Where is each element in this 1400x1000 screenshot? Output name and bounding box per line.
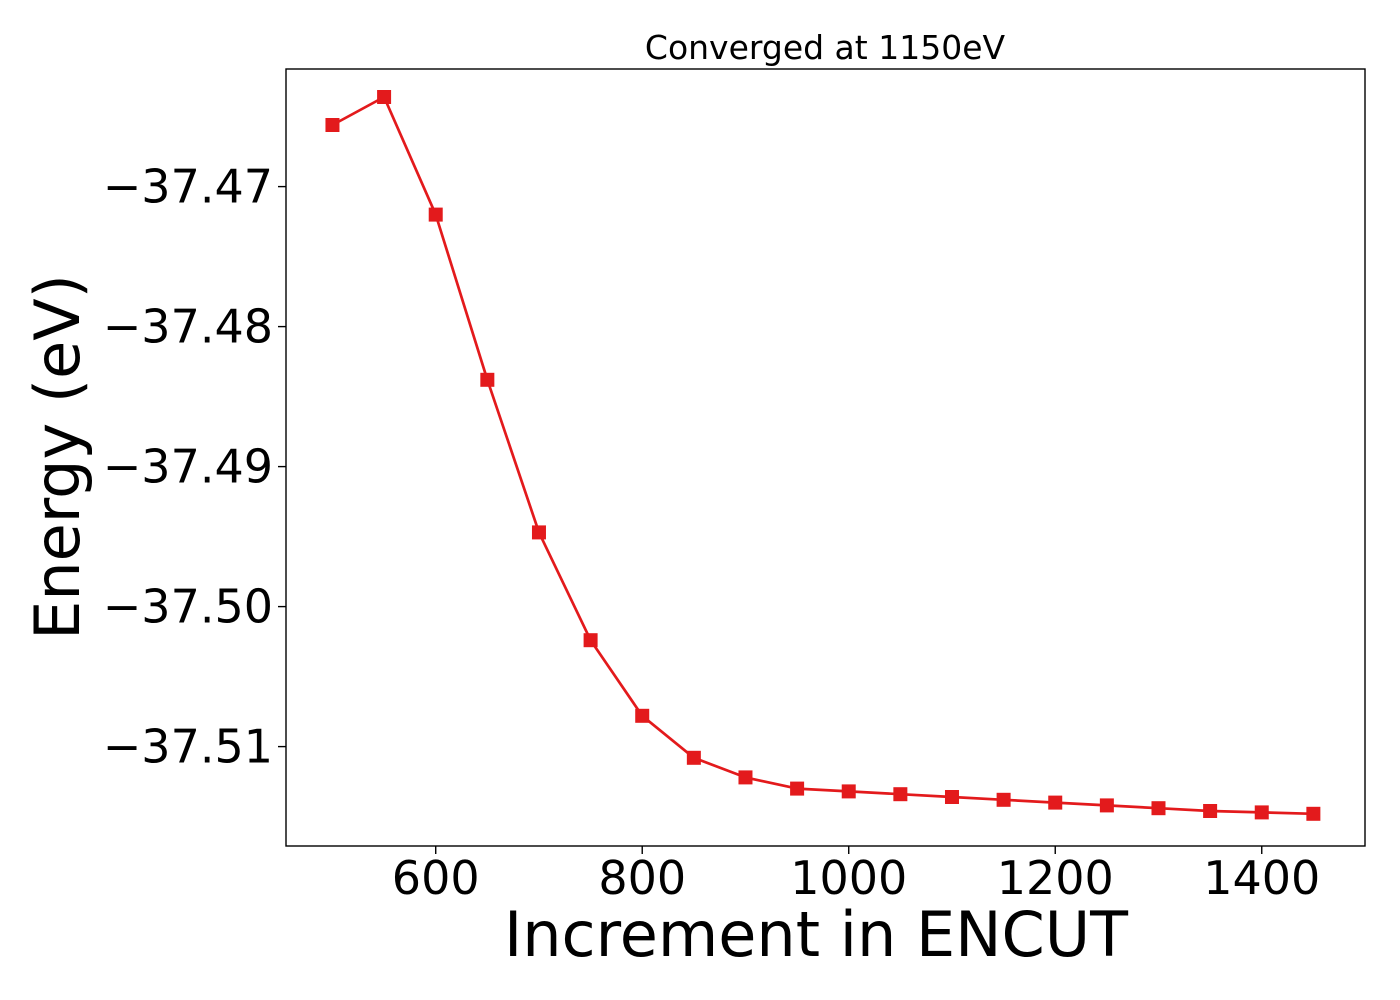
data-point-marker xyxy=(893,787,908,802)
data-point-marker xyxy=(480,372,495,387)
data-point-marker xyxy=(686,750,701,765)
y-tick-label: −37.50 xyxy=(103,580,273,634)
data-point-marker xyxy=(1254,805,1269,820)
data-point-marker xyxy=(738,770,753,785)
y-tick-label: −37.47 xyxy=(103,160,273,214)
data-point-marker xyxy=(377,90,392,104)
data-point-marker xyxy=(635,708,650,723)
y-axis-label: Energy (eV) xyxy=(21,274,94,640)
x-tick-label: 1200 xyxy=(997,851,1114,905)
data-point-marker xyxy=(1048,795,1063,810)
x-tick-label: 800 xyxy=(598,851,686,905)
data-point-marker xyxy=(583,633,598,648)
x-axis-label: Increment in ENCUT xyxy=(504,898,1129,971)
data-point-marker xyxy=(1203,804,1218,818)
energy-series-line xyxy=(331,95,1314,816)
data-point-marker xyxy=(841,784,856,799)
data-point-marker xyxy=(1306,806,1321,821)
data-point-marker xyxy=(531,525,546,540)
data-point-marker xyxy=(790,781,805,796)
data-point-marker xyxy=(996,792,1011,807)
data-point-marker xyxy=(1099,798,1114,813)
chart-title: Converged at 1150eV xyxy=(645,28,1006,67)
plot-area-frame xyxy=(285,68,1366,847)
energy-series-markers xyxy=(325,90,1321,821)
x-tick-label: 1400 xyxy=(1203,851,1320,905)
data-point-marker xyxy=(944,790,959,804)
y-tick-label: −37.51 xyxy=(103,720,273,774)
x-axis-ticks: 600 800 1000 1200 1400 xyxy=(392,846,1320,905)
x-tick-label: 600 xyxy=(392,851,480,905)
y-axis-ticks: −37.47 −37.48 −37.49 −37.50 −37.51 xyxy=(103,160,286,774)
data-point-marker xyxy=(1151,801,1166,816)
y-tick-label: −37.49 xyxy=(103,440,273,494)
data-point-marker xyxy=(428,207,443,222)
x-tick-label: 1000 xyxy=(790,851,907,905)
y-tick-label: −37.48 xyxy=(103,300,273,354)
data-point-marker xyxy=(325,118,340,132)
